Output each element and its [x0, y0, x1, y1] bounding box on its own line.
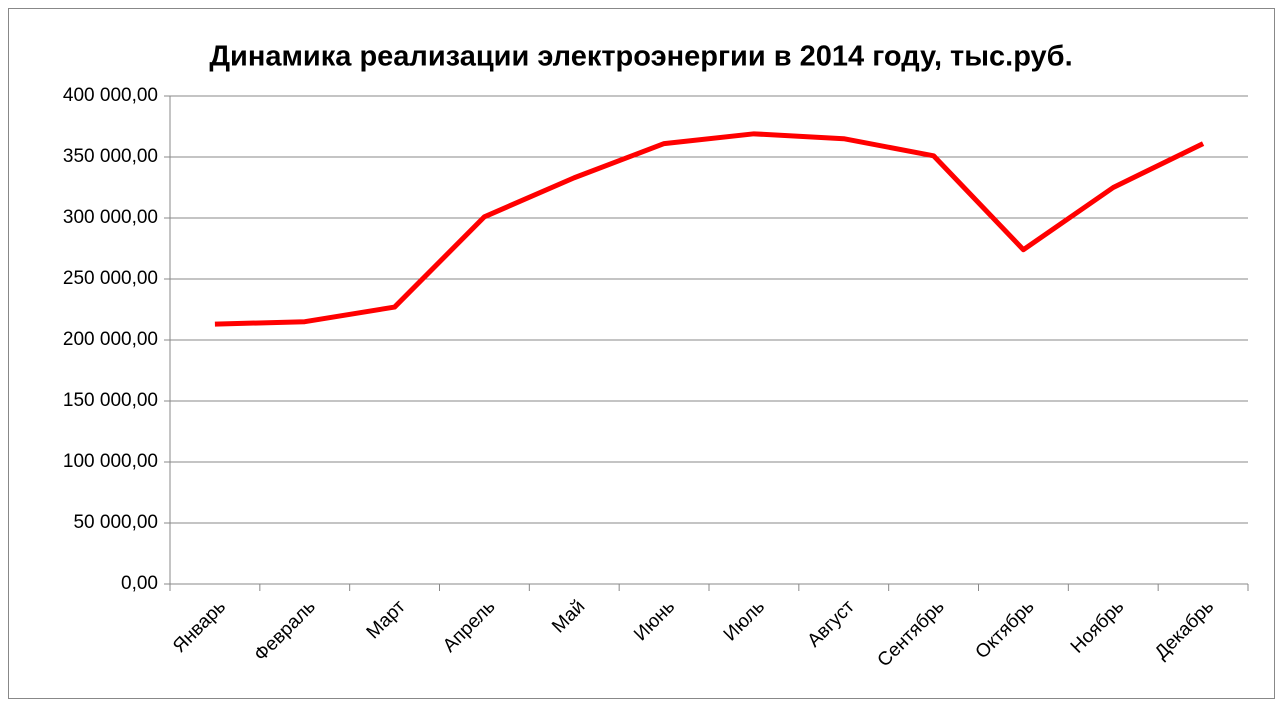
y-tick-label: 250 000,00 [63, 268, 158, 289]
y-tick-label: 350 000,00 [63, 146, 158, 167]
y-tick-label: 0,00 [121, 573, 158, 594]
y-tick-label: 200 000,00 [63, 329, 158, 350]
y-tick-label: 100 000,00 [63, 451, 158, 472]
y-tick-label: 300 000,00 [63, 207, 158, 228]
chart-frame [8, 8, 1275, 699]
y-tick-label: 150 000,00 [63, 390, 158, 411]
chart-title: Динамика реализации электроэнергии в 201… [209, 41, 1072, 73]
y-tick-label: 400 000,00 [63, 85, 158, 106]
y-tick-label: 50 000,00 [73, 512, 158, 533]
data-line [214, 131, 1205, 327]
